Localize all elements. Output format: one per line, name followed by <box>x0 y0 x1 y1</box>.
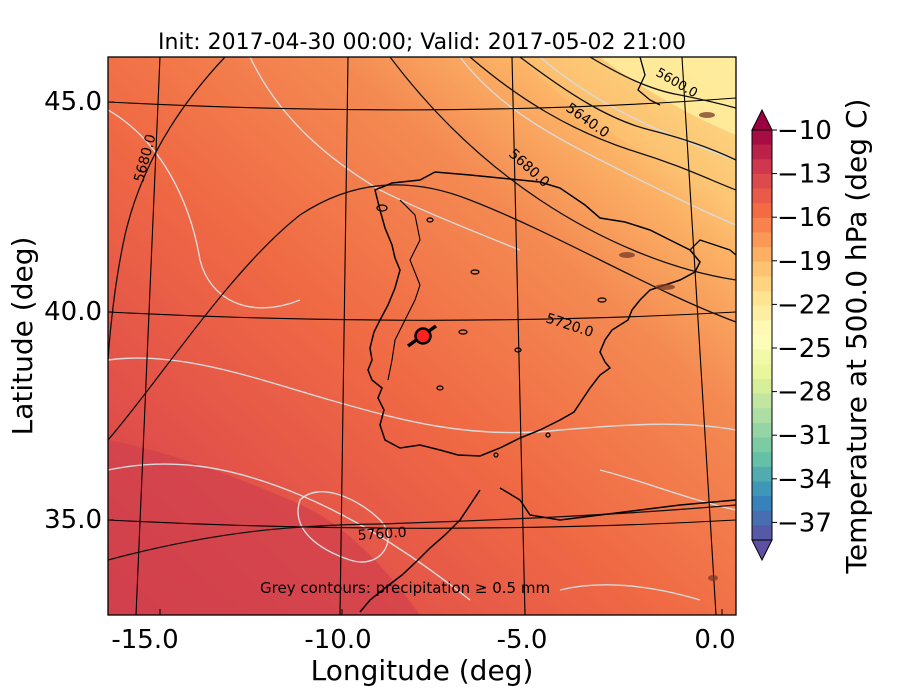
colorbar-tick-label: −19 <box>777 247 832 277</box>
colorbar-band <box>752 144 772 160</box>
colorbar-band <box>752 378 772 395</box>
colorbar-band <box>752 217 772 233</box>
colorbar-band <box>752 335 772 351</box>
colorbar-band <box>752 276 772 292</box>
colorbar-band <box>752 452 772 468</box>
colorbar-tick-label: −22 <box>777 290 832 320</box>
colorbar-band <box>752 525 772 541</box>
y-tick-label: 40.0 <box>44 297 102 327</box>
colorbar <box>752 130 772 541</box>
colorbar-band <box>752 247 772 263</box>
colorbar-top-arrow <box>751 108 773 131</box>
x-tick-label: -10.0 <box>304 625 371 655</box>
colorbar-band <box>752 349 772 365</box>
portugal-spain-border <box>387 199 421 381</box>
colorbar-band <box>752 466 772 482</box>
y-tick-label: 35.0 <box>44 505 102 535</box>
france-coastline <box>637 57 736 256</box>
colorbar-band <box>752 261 772 277</box>
x-tick-label: 0.0 <box>694 625 735 655</box>
iberia-coastline <box>367 171 701 457</box>
colorbar-tick-label: −16 <box>777 203 832 233</box>
x-axis <box>159 609 723 615</box>
colorbar-band <box>752 481 772 497</box>
colorbar-band <box>752 159 772 175</box>
contour-label-5760: 5760.0 <box>357 525 407 544</box>
y-axis <box>108 101 114 521</box>
colorbar-label: Temperature at 500.0 hPa (deg C) <box>840 99 873 575</box>
x-tick-label: -15.0 <box>111 625 178 655</box>
colorbar-band <box>752 320 772 336</box>
colorbar-band <box>752 305 772 321</box>
colorbar-tick-label: −13 <box>777 160 832 190</box>
y-tick-label: 45.0 <box>44 87 102 117</box>
colorbar-band <box>752 203 772 219</box>
colorbar-band <box>752 130 772 146</box>
dark-region-southwest <box>108 440 420 615</box>
dark-precip-patches <box>619 112 718 581</box>
plot-area: 5600.0 5640.0 5680.0 5680.0 5720.0 5760.… <box>108 57 736 615</box>
colorbar-tick-label: −10 <box>777 116 832 146</box>
colorbar-band <box>752 510 772 526</box>
colorbar-tick-label: −37 <box>777 508 832 538</box>
colorbar-tick-label: −28 <box>777 378 832 408</box>
y-axis-label: Latitude (deg) <box>6 237 39 436</box>
chart-title: Init: 2017-04-30 00:00; Valid: 2017-05-0… <box>158 30 686 55</box>
colorbar-ticks: −10 −13 −16 −19 −22 −25 −28 −31 −34 −37 <box>772 116 832 538</box>
graticule <box>108 57 736 615</box>
colorbar-band <box>752 291 772 307</box>
plot-frame <box>107 56 737 616</box>
precipitation-contours <box>108 57 736 601</box>
colorbar-band <box>752 364 772 380</box>
station-marker <box>414 327 432 345</box>
colorbar-tick-label: −31 <box>777 421 832 451</box>
colorbar-tick-label: −25 <box>777 334 832 364</box>
colorbar-band <box>752 408 772 424</box>
colorbar-band <box>752 496 772 512</box>
islands <box>376 204 607 458</box>
colorbar-band <box>752 422 772 438</box>
precip-annotation: Grey contours: precipitation ≥ 0.5 mm <box>260 579 550 597</box>
colorbar-band <box>752 393 772 409</box>
colorbar-frame <box>751 129 773 541</box>
colorbar-band <box>752 437 772 453</box>
x-tick-label: -5.0 <box>497 625 548 655</box>
colorbar-tick-label: −34 <box>777 465 832 495</box>
colorbar-band <box>752 173 772 190</box>
north-africa-coastline <box>359 487 736 613</box>
colorbar-band <box>752 188 772 204</box>
colorbar-bottom-arrow <box>751 539 773 562</box>
colorbar-band <box>752 232 772 248</box>
x-axis-label: Longitude (deg) <box>311 654 534 687</box>
